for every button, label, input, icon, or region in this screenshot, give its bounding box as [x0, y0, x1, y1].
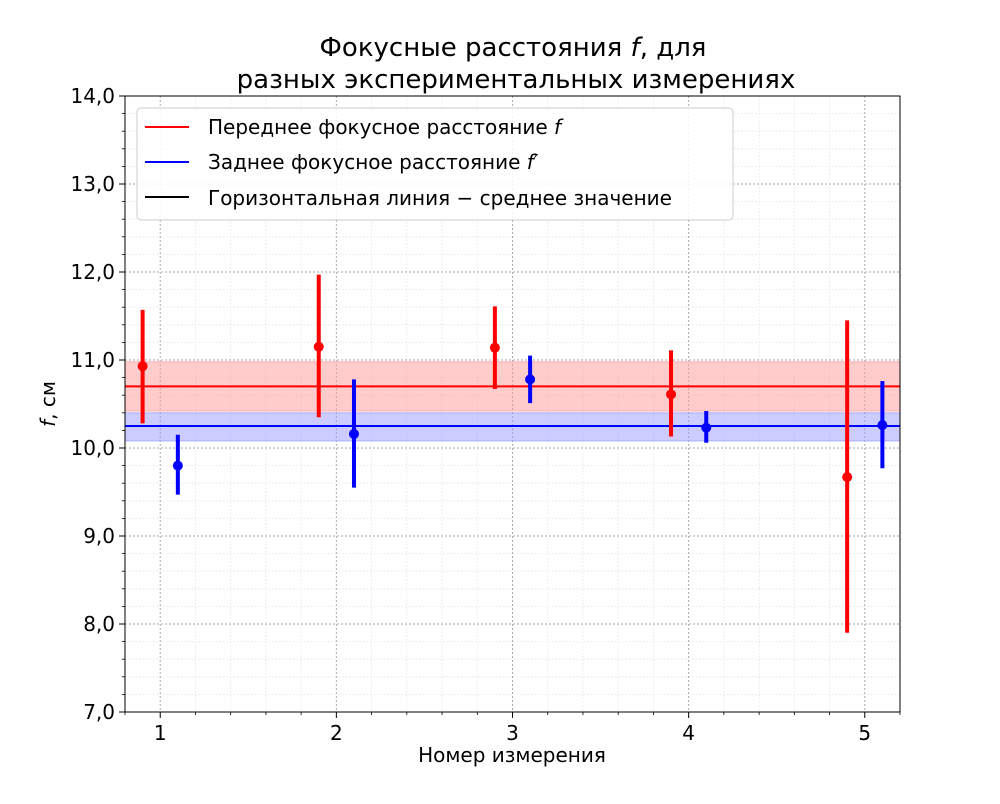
y-axis-label-symbol: f: [36, 417, 60, 427]
legend-label-mean: Горизонтальная линия − среднее значение: [208, 186, 672, 210]
x-tick-label: 2: [330, 721, 343, 745]
y-tick-label: 14,0: [70, 84, 115, 108]
axes-layer: 7,0 8,0 9,0 10,0 11,0 12,0 13,0 14,0 1 2 3 4 5: [70, 84, 901, 745]
data-layer: [137, 274, 888, 633]
data-point-s1-0: [172, 460, 183, 471]
y-tick-label: 10,0: [70, 436, 115, 460]
data-point-s0-3: [666, 389, 677, 400]
legend-label-back: Заднее фокусное расстояние f′: [208, 150, 539, 174]
legend-label-front-symbol: f: [554, 115, 564, 139]
legend-label-front: Переднее фокусное расстояние f: [208, 115, 564, 139]
y-tick-label: 13,0: [70, 172, 115, 196]
data-point-s1-4: [877, 420, 888, 431]
legend: Переднее фокусное расстояние f Заднее фо…: [136, 107, 734, 221]
data-point-s0-0: [137, 361, 148, 372]
band-layer: [124, 361, 901, 442]
data-point-s1-1: [348, 428, 359, 439]
data-point-s1-3: [701, 422, 712, 433]
chart-title-suffix: , для: [640, 33, 707, 63]
chart-title-line2: разных экспериментальных измерениях: [237, 65, 796, 95]
legend-label-back-symbol: f′: [527, 150, 539, 174]
data-point-s0-1: [313, 341, 324, 352]
chart-title-line1: Фокусные расстояния f, для: [320, 33, 707, 63]
x-tick-label: 1: [154, 721, 167, 745]
y-tick-label: 9,0: [83, 524, 115, 548]
x-tick-label: 4: [682, 721, 695, 745]
x-tick-label: 3: [506, 721, 519, 745]
x-tick-label: 5: [858, 721, 871, 745]
legend-label-back-text: Заднее фокусное расстояние: [208, 150, 527, 174]
legend-box: [136, 107, 734, 221]
y-tick-label: 11,0: [70, 348, 115, 372]
y-tick-label: 7,0: [83, 700, 115, 724]
y-tick-label: 12,0: [70, 260, 115, 284]
data-point-s1-2: [525, 374, 536, 385]
legend-label-front-text: Переднее фокусное расстояние: [208, 115, 554, 139]
chart-title-prefix: Фокусные расстояния: [320, 33, 631, 63]
legend-label-mean-text: Горизонтальная линия − среднее значение: [208, 186, 672, 210]
y-axis-label: f, см: [36, 381, 60, 427]
x-axis-label: Номер измерения: [418, 743, 606, 767]
y-axis-label-suffix: , см: [36, 381, 60, 420]
y-tick-label: 8,0: [83, 612, 115, 636]
data-point-s0-2: [489, 342, 500, 353]
data-point-s0-4: [842, 472, 853, 483]
